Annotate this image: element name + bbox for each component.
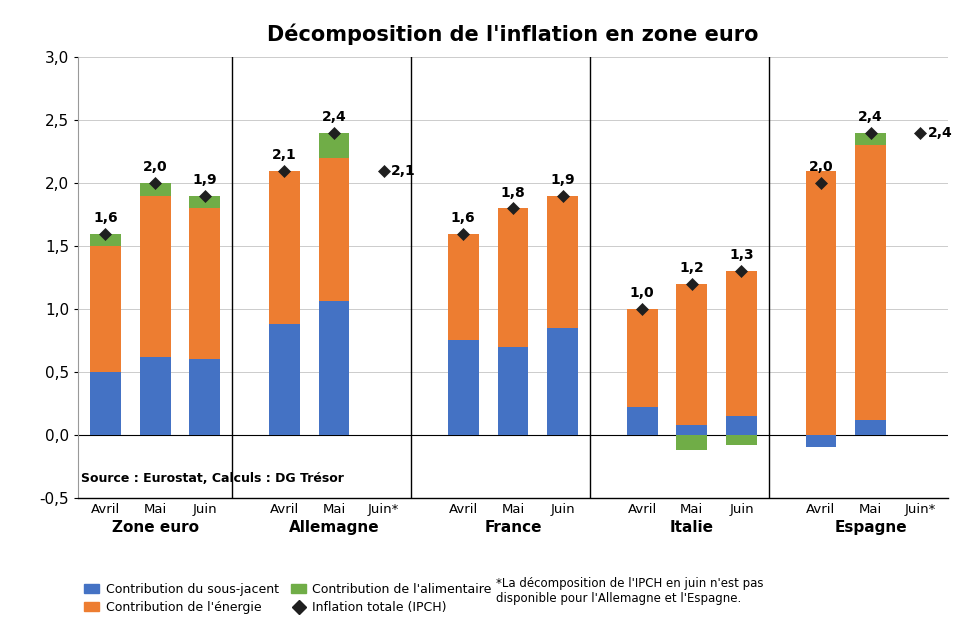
Text: Zone euro: Zone euro [111, 520, 198, 535]
Bar [497, 346, 529, 434]
Text: Espagne: Espagne [834, 520, 907, 535]
Bar [547, 328, 578, 434]
Bar [90, 234, 121, 246]
Text: 2,1: 2,1 [391, 163, 416, 177]
Bar [90, 246, 121, 372]
Bar [726, 271, 757, 416]
Bar [726, 434, 757, 445]
Text: 2,4: 2,4 [321, 110, 347, 124]
Bar [190, 196, 220, 209]
Bar [140, 196, 171, 357]
Text: 1,6: 1,6 [451, 211, 476, 225]
Title: Décomposition de l'inflation en zone euro: Décomposition de l'inflation en zone eur… [267, 23, 759, 45]
Bar [190, 209, 220, 359]
Text: 2,0: 2,0 [809, 160, 833, 174]
Text: 2,4: 2,4 [928, 126, 953, 140]
Text: 1,2: 1,2 [679, 261, 704, 275]
Bar [90, 372, 121, 434]
Text: 2,4: 2,4 [859, 110, 883, 124]
Bar [447, 234, 479, 341]
Bar [626, 407, 658, 434]
Bar [140, 183, 171, 196]
Text: *La décomposition de l'IPCH en juin n'est pas
disponible pour l'Allemagne et l'E: *La décomposition de l'IPCH en juin n'es… [495, 577, 763, 605]
Bar [269, 170, 300, 324]
Bar [497, 209, 529, 346]
Bar [319, 301, 350, 434]
Bar [855, 420, 886, 434]
Bar [140, 357, 171, 434]
Bar [447, 341, 479, 434]
Bar [806, 170, 836, 434]
Text: 2,1: 2,1 [272, 148, 297, 162]
Text: 1,9: 1,9 [550, 173, 574, 187]
Bar [319, 158, 350, 301]
Text: 1,3: 1,3 [729, 248, 754, 262]
Text: 1,9: 1,9 [192, 173, 217, 187]
Text: France: France [485, 520, 541, 535]
Text: Source : Eurostat, Calculs : DG Trésor: Source : Eurostat, Calculs : DG Trésor [81, 473, 344, 486]
Text: 1,8: 1,8 [500, 186, 526, 200]
Bar [676, 284, 707, 425]
Bar [676, 434, 707, 450]
Text: Allemagne: Allemagne [289, 520, 379, 535]
Bar [806, 434, 836, 447]
Bar [676, 425, 707, 434]
Bar [190, 359, 220, 434]
Bar [855, 145, 886, 420]
Bar [726, 416, 757, 434]
Legend: Contribution du sous-jacent, Contribution de l'énergie, Contribution de l'alimen: Contribution du sous-jacent, Contributio… [84, 583, 491, 614]
Bar [547, 196, 578, 328]
Bar [855, 133, 886, 145]
Bar [319, 133, 350, 158]
Text: 1,0: 1,0 [630, 286, 655, 300]
Bar [626, 309, 658, 407]
Bar [269, 324, 300, 434]
Text: 1,6: 1,6 [93, 211, 118, 225]
Text: Italie: Italie [670, 520, 714, 535]
Text: 2,0: 2,0 [143, 160, 167, 174]
